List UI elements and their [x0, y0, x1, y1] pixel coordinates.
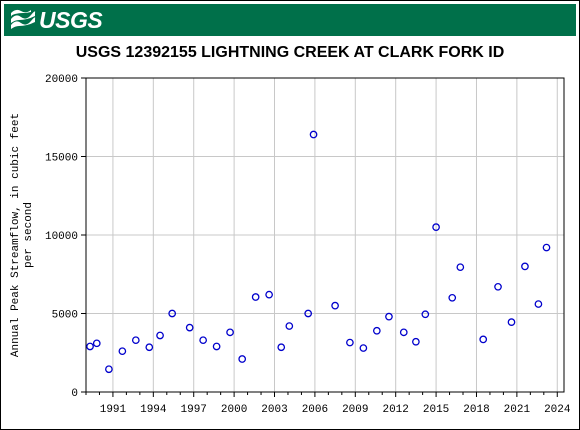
- data-point: [372, 326, 381, 335]
- usgs-logo[interactable]: USGS: [10, 6, 103, 33]
- data-point: [238, 355, 247, 363]
- usgs-header-bar: USGS: [4, 4, 576, 36]
- data-point: [432, 223, 440, 231]
- data-point: [199, 336, 207, 345]
- data-point: [285, 322, 294, 330]
- data-point: [304, 309, 313, 318]
- x-tick-label: 2021: [504, 404, 531, 416]
- y-tick-label: 20000: [45, 74, 78, 86]
- data-point: [277, 343, 286, 352]
- data-point: [399, 328, 408, 337]
- data-point: [412, 337, 420, 346]
- data-point: [86, 342, 94, 351]
- data-point: [542, 243, 551, 252]
- data-point: [479, 335, 488, 344]
- data-point: [456, 263, 465, 272]
- x-tick-label: 2018: [463, 404, 489, 416]
- y-axis-label: Annual Peak Streamflow, in cubic feet per…: [10, 113, 35, 357]
- x-axis-ticks: 1991 1994 1997 2000 2003 2006 2009 2012 2015 2018…: [85, 392, 571, 416]
- data-point: [156, 331, 164, 340]
- data-point: [521, 262, 529, 271]
- data-point: [212, 342, 221, 351]
- x-tick-label: 2000: [221, 404, 247, 416]
- data-point: [131, 336, 140, 345]
- x-tick-label: 2006: [302, 404, 328, 416]
- data-point: [105, 365, 113, 374]
- x-tick-label: 2015: [423, 404, 449, 416]
- data-point: [226, 328, 234, 337]
- data-point: [309, 130, 318, 139]
- data-point: [448, 293, 457, 302]
- x-tick-label: 2003: [261, 404, 287, 416]
- x-tick-label: 1991: [100, 404, 127, 416]
- data-point: [359, 344, 368, 352]
- y-axis-ticks: 0 5000 10000 15000 20000: [45, 74, 86, 400]
- grid-lines: [86, 78, 564, 392]
- y-axis-label-line: Annual Peak Streamflow, in cubic feet: [10, 113, 22, 357]
- data-point: [534, 300, 543, 308]
- x-tick-label: 2012: [382, 404, 408, 416]
- data-point: [494, 282, 502, 291]
- data-point: [168, 309, 177, 318]
- data-point: [265, 290, 273, 299]
- x-tick-label: 1994: [140, 404, 167, 416]
- data-point: [385, 312, 393, 321]
- usgs-wave-icon: [11, 9, 36, 29]
- y-tick-label: 0: [71, 388, 78, 400]
- data-point: [92, 339, 101, 348]
- y-tick-label: 5000: [52, 310, 78, 322]
- usgs-logo-text: USGS: [39, 6, 103, 33]
- data-points: [86, 130, 551, 374]
- data-point: [118, 347, 127, 356]
- x-tick-label: 2024: [544, 404, 571, 416]
- chart-title: USGS 12392155 LIGHTNING CREEK AT CLARK F…: [75, 44, 505, 61]
- data-point: [145, 343, 154, 352]
- x-tick-label: 1997: [181, 404, 207, 416]
- y-axis-label-line: per second: [23, 202, 35, 268]
- y-tick-label: 15000: [45, 153, 78, 165]
- data-point: [331, 301, 339, 310]
- x-tick-label: 2009: [342, 404, 368, 416]
- data-point: [346, 338, 354, 347]
- data-point: [421, 310, 430, 319]
- y-tick-label: 10000: [45, 231, 78, 243]
- data-point: [251, 293, 260, 301]
- data-point: [507, 318, 516, 326]
- data-point: [185, 323, 194, 332]
